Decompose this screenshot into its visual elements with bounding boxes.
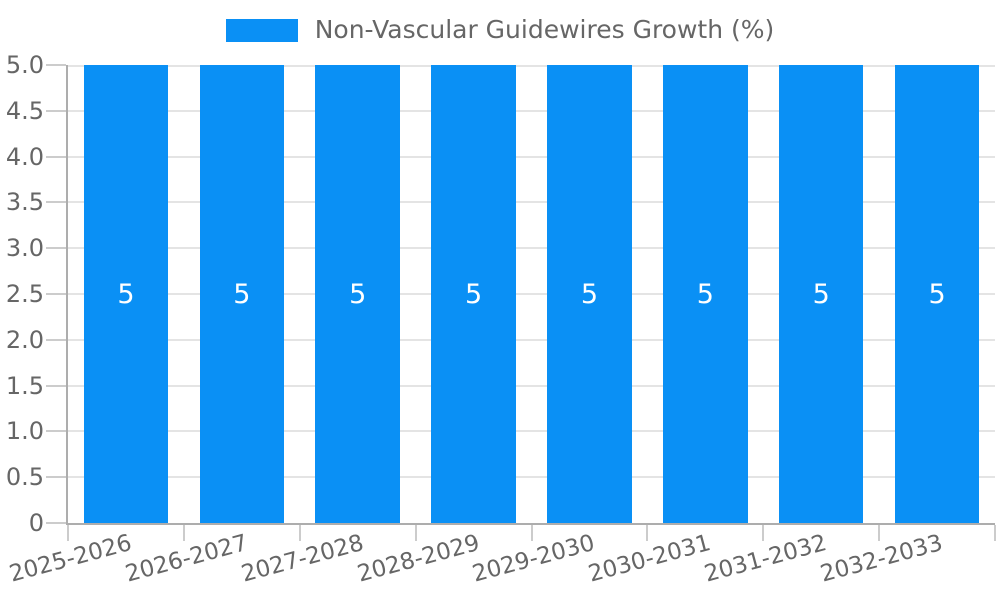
x-tick — [298, 525, 301, 541]
y-tick — [46, 109, 66, 112]
y-axis-label: 5.0 — [5, 51, 44, 79]
bar: 5 — [663, 65, 748, 523]
legend-item[interactable]: Non-Vascular Guidewires Growth (%) — [225, 15, 775, 45]
y-tick — [46, 384, 66, 387]
x-tick — [182, 525, 185, 541]
y-tick — [46, 247, 66, 250]
y-axis-label: 2.0 — [5, 325, 44, 354]
gridline — [68, 65, 995, 67]
bar: 5 — [83, 65, 169, 523]
legend: Non-Vascular Guidewires Growth (%) — [0, 15, 1000, 45]
y-tick — [46, 293, 66, 295]
bar-value-label: 5 — [928, 278, 946, 310]
bar-value-label: 5 — [812, 278, 830, 310]
legend-swatch-icon — [225, 18, 298, 42]
legend-label: Non-Vascular Guidewires Growth (%) — [314, 15, 775, 44]
gridline — [68, 384, 995, 387]
bar: 5 — [315, 65, 400, 523]
gridline — [68, 201, 995, 204]
bar: 5 — [894, 65, 980, 523]
gridline — [68, 430, 995, 433]
y-tick — [46, 155, 66, 158]
x-axis-line — [66, 523, 995, 525]
y-axis-label: 3.0 — [5, 234, 44, 263]
y-axis-label: 3.5 — [5, 188, 44, 217]
y-axis-label: 2.5 — [5, 280, 44, 308]
y-tick — [46, 522, 66, 524]
x-tick — [646, 525, 649, 541]
x-tick — [878, 525, 881, 541]
x-tick — [530, 525, 533, 541]
y-axis-line — [66, 65, 68, 525]
bar-value-label: 5 — [233, 278, 251, 310]
y-axis-label: 4.5 — [5, 96, 44, 125]
bar-value-label: 5 — [117, 278, 135, 310]
gridline — [68, 293, 995, 295]
gridline — [68, 155, 995, 158]
bar-value-label: 5 — [349, 278, 367, 310]
gridline — [68, 109, 995, 112]
bar: 5 — [431, 65, 516, 523]
y-tick — [46, 430, 66, 433]
y-tick — [46, 201, 66, 204]
bar-value-label: 5 — [696, 278, 714, 310]
y-axis-label: 1.0 — [5, 417, 44, 446]
y-axis-label: 0.5 — [5, 463, 44, 492]
y-axis-label: 0 — [28, 509, 44, 537]
bar: 5 — [778, 65, 864, 523]
y-tick — [46, 476, 66, 479]
bar: 5 — [199, 65, 285, 523]
gridline — [68, 476, 995, 479]
bar-value-label: 5 — [464, 278, 483, 310]
gridline — [68, 338, 995, 341]
y-tick — [46, 338, 66, 341]
y-axis-label: 1.5 — [5, 371, 44, 400]
gridline — [68, 247, 995, 250]
x-tick — [994, 525, 996, 541]
x-tick — [762, 525, 765, 541]
y-axis-label: 4.0 — [5, 142, 44, 171]
x-tick — [414, 525, 417, 541]
plot-area: 5 5 5 5 5 5 5 5 0 0.5 1.0 1.5 2.0 2.5 3.0 3.5 4.0 4.5 5.0… — [6, 53, 996, 588]
x-tick — [67, 525, 69, 541]
bar: 5 — [547, 65, 632, 523]
bar-value-label: 5 — [580, 278, 599, 310]
y-tick — [46, 64, 66, 66]
